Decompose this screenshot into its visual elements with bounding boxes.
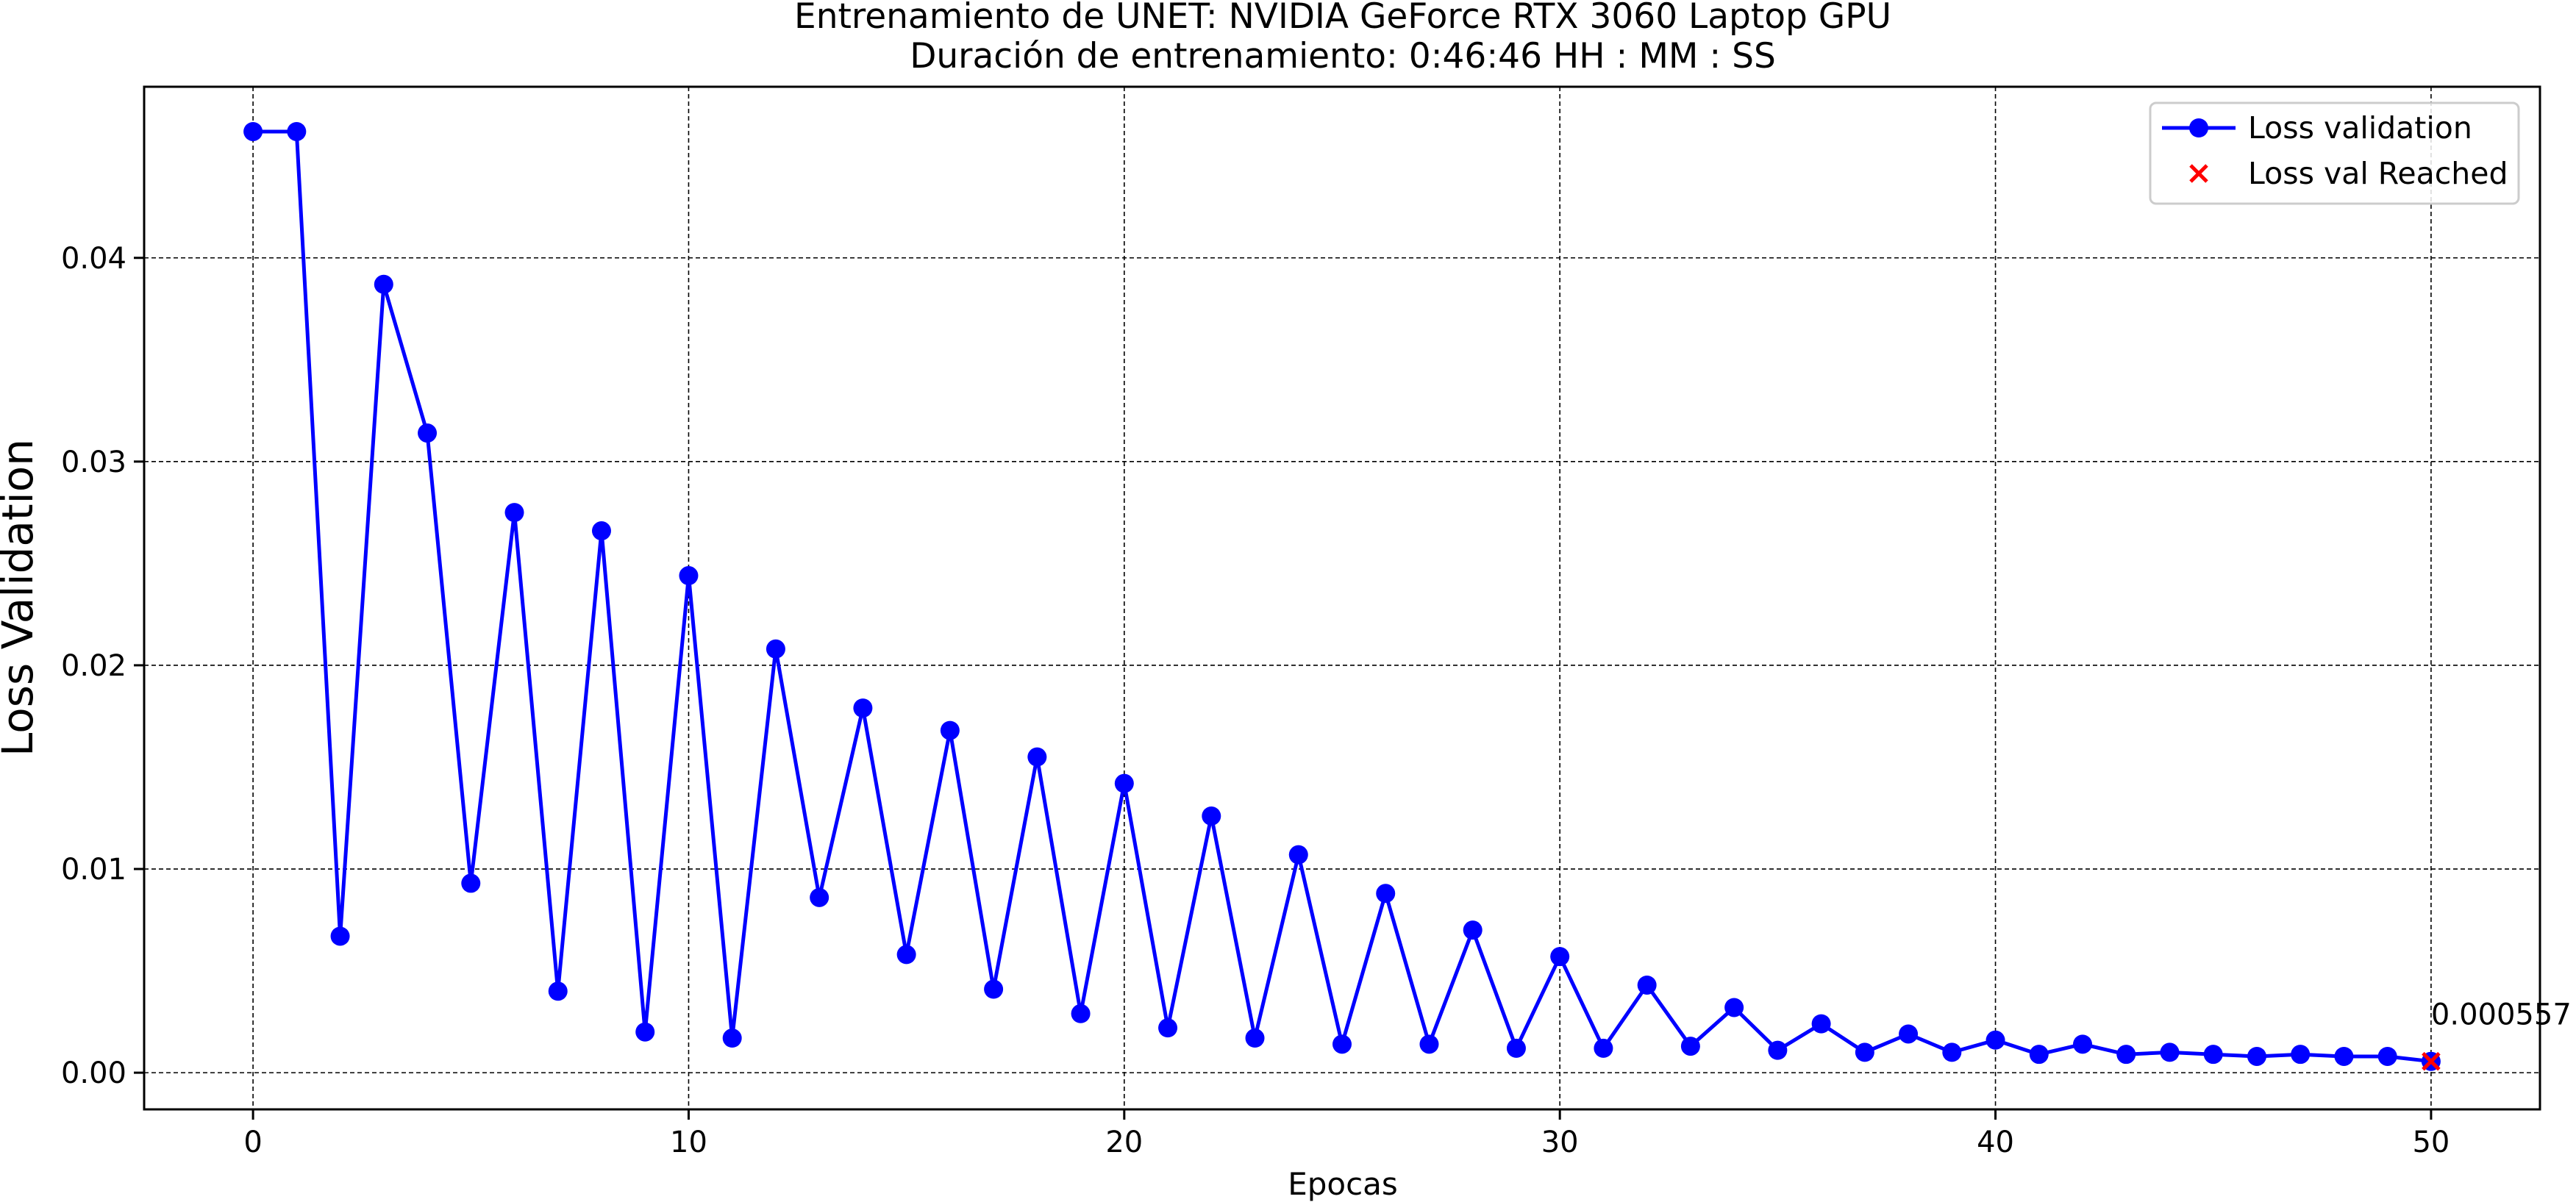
loss-validation-point: [2116, 1045, 2136, 1065]
loss-validation-point: [1637, 975, 1657, 995]
loss-validation-point: [1027, 747, 1047, 767]
loss-validation-point: [243, 121, 263, 141]
y-tick-label: 0.04: [61, 242, 126, 276]
loss-validation-point: [2247, 1046, 2266, 1066]
loss-validation-point: [2029, 1045, 2049, 1065]
loss-val-reached-marker: [2422, 1051, 2441, 1071]
loss-validation-point: [1855, 1042, 1874, 1062]
loss-validation-point: [1158, 1018, 1178, 1038]
loss-validation-point: [461, 873, 481, 893]
loss-validation-point: [1811, 1014, 1831, 1034]
loss-validation-point: [1942, 1042, 1962, 1062]
legend-box: [2149, 101, 2520, 205]
loss-validation-point: [984, 979, 1004, 999]
loss-validation-point: [1506, 1038, 1526, 1058]
loss-validation-point: [374, 274, 393, 294]
plot-frame: [143, 85, 2541, 1111]
chart-title: Entrenamiento de UNET: NVIDIA GeForce RT…: [794, 0, 1891, 37]
y-axis-label: Loss Validation: [0, 439, 43, 756]
loss-validation-point: [1594, 1038, 1613, 1058]
loss-validation-point: [330, 926, 350, 946]
legend-circle-marker: [2189, 118, 2208, 137]
legend-label-loss-val-reached: Loss val Reached: [2248, 156, 2508, 191]
loss-validation-point: [418, 423, 438, 443]
loss-validation-point: [896, 945, 916, 965]
loss-validation-point: [1899, 1024, 1919, 1044]
loss-validation-point: [1724, 998, 1744, 1017]
loss-validation-point: [1332, 1034, 1352, 1054]
legend: Loss validation Loss val Reached: [2149, 101, 2520, 205]
loss-validation-point: [1202, 806, 1221, 826]
loss-validation-point: [1768, 1040, 1788, 1060]
legend-x-marker: [2189, 164, 2208, 183]
loss-validation-point: [1288, 845, 1308, 865]
loss-validation-point: [679, 566, 699, 586]
y-tick-label: 0.00: [61, 1056, 126, 1090]
loss-validation-point: [722, 1029, 742, 1048]
loss-validation-point: [1680, 1037, 1700, 1056]
x-tick-label: 40: [1977, 1126, 2014, 1159]
loss-validation-point: [2160, 1042, 2180, 1062]
loss-validation-point: [548, 981, 568, 1001]
loss-validation-point: [1419, 1034, 1439, 1054]
x-tick-label: 10: [670, 1126, 707, 1159]
loss-validation-point: [853, 698, 873, 718]
loss-validation-point: [1550, 947, 1570, 967]
x-tick-label: 30: [1541, 1126, 1579, 1159]
loss-validation-point: [287, 121, 307, 141]
loss-validation-point: [1985, 1030, 2005, 1050]
loss-validation-point: [940, 720, 960, 740]
loss-validation-point: [2334, 1046, 2354, 1066]
loss-validation-point: [1114, 773, 1134, 793]
loss-validation-point: [1245, 1029, 1265, 1048]
x-tick-label: 0: [243, 1126, 262, 1159]
series-layer: 0.000557: [243, 121, 2572, 1071]
loss-validation-point: [504, 503, 524, 523]
axis-ticks: 0 10 20 30 40 50 0.00 0.01 0.02 0.03 0.04: [61, 242, 2450, 1159]
loss-validation-point: [810, 887, 829, 907]
loss-validation-point: [2203, 1045, 2223, 1065]
loss-validation-point: [766, 639, 785, 659]
chart-subtitle: Duración de entrenamiento: 0:46:46 HH : …: [910, 36, 1776, 76]
x-axis-label: Epocas: [1288, 1166, 1398, 1202]
x-tick-label: 20: [1105, 1126, 1143, 1159]
loss-validation-point: [1463, 920, 1483, 940]
loss-validation-point: [1376, 884, 1396, 904]
legend-label-loss-validation: Loss validation: [2248, 110, 2472, 146]
grid-lines: [144, 87, 2540, 1109]
loss-validation-point: [2377, 1046, 2397, 1066]
loss-validation-point: [2073, 1034, 2093, 1054]
y-tick-label: 0.03: [61, 446, 126, 479]
y-tick-label: 0.01: [61, 853, 126, 887]
loss-validation-line: [253, 129, 2432, 1064]
final-value-annotation: 0.000557: [2431, 998, 2572, 1032]
loss-validation-point: [1071, 1004, 1091, 1023]
loss-validation-point: [591, 521, 611, 541]
y-tick-label: 0.02: [61, 649, 126, 683]
x-marker-stroke: [2422, 1051, 2441, 1071]
x-tick-label: 50: [2412, 1126, 2450, 1159]
loss-validation-point: [2291, 1045, 2311, 1065]
loss-validation-point: [635, 1022, 655, 1042]
